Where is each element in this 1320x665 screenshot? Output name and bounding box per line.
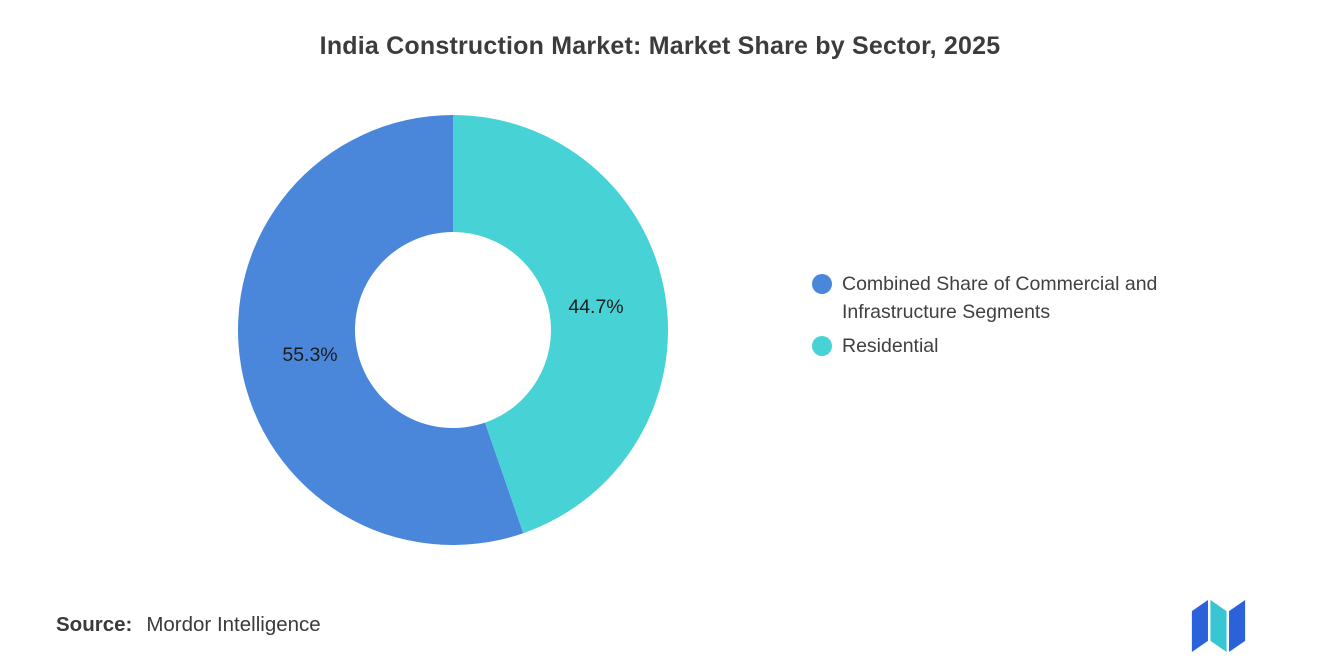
donut-slice bbox=[453, 115, 668, 534]
donut-slice-label: 55.3% bbox=[282, 344, 337, 366]
logo-right-stroke bbox=[1229, 600, 1246, 652]
source-line: Source: Mordor Intelligence bbox=[56, 613, 321, 637]
legend-marker-icon bbox=[812, 336, 832, 357]
legend-item: Residential bbox=[812, 333, 1214, 361]
logo-left-stroke bbox=[1191, 600, 1208, 652]
legend-label: Combined Share of Commercial and Infrast… bbox=[842, 273, 1158, 323]
legend: Combined Share of Commercial and Infrast… bbox=[812, 271, 1214, 361]
donut-svg: 55.3% 44.7% bbox=[238, 115, 668, 545]
donut-chart: 55.3% 44.7% bbox=[238, 115, 668, 545]
chart-title: India Construction Market: Market Share … bbox=[319, 32, 1001, 60]
source-value: Mordor Intelligence bbox=[146, 613, 321, 636]
legend-item: Combined Share of Commercial and Infrast… bbox=[812, 271, 1214, 326]
source-label: Source: bbox=[56, 613, 133, 636]
donut-slice-label: 44.7% bbox=[568, 296, 623, 318]
donut-slice bbox=[238, 115, 524, 545]
legend-marker-icon bbox=[812, 274, 832, 294]
mordor-intelligence-logo bbox=[1191, 600, 1246, 652]
logo-middle-stroke bbox=[1210, 600, 1227, 652]
legend-label: Residential bbox=[842, 335, 939, 358]
